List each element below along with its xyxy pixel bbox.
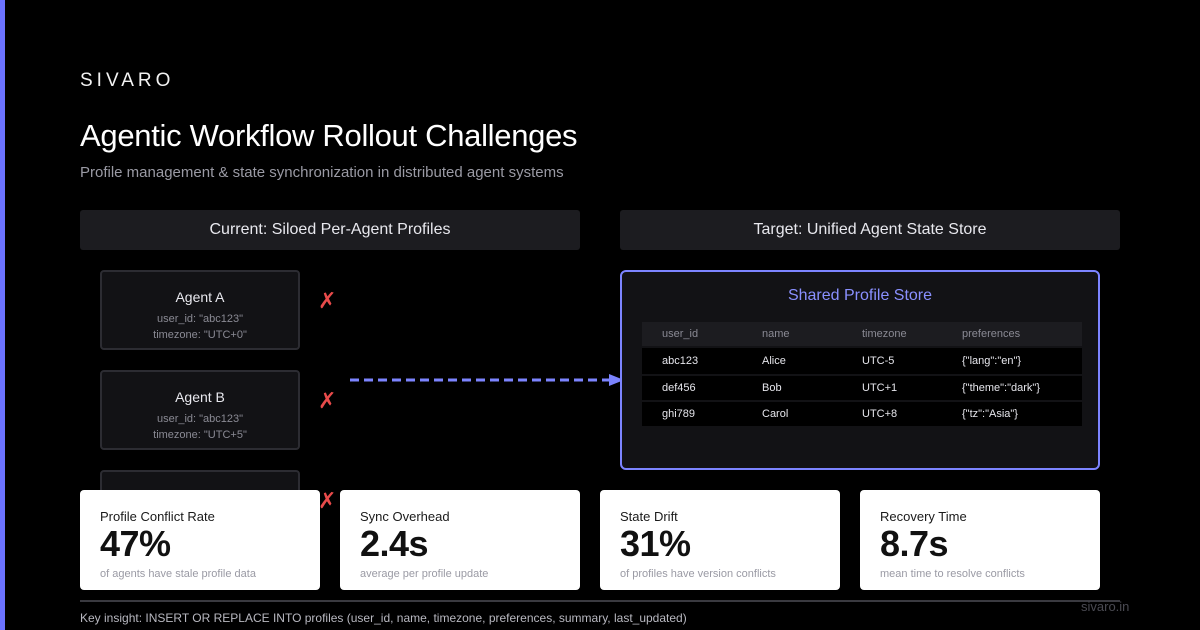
accent-bar — [0, 0, 5, 630]
page-title: Agentic Workflow Rollout Challenges — [80, 118, 578, 153]
table-row: abc123 Alice UTC-5 {"lang":"en"} — [642, 348, 1082, 374]
page-subtitle: Profile management & state synchronizati… — [80, 164, 564, 181]
metric-value: 2.4s — [360, 523, 429, 564]
metric-description: average per profile update — [360, 568, 489, 580]
agent-card-a: Agent A user_id: "abc123" timezone: "UTC… — [100, 270, 300, 350]
table-row: ghi789 Carol UTC+8 {"tz":"Asia"} — [642, 400, 1082, 426]
table-cell: Bob — [762, 382, 782, 394]
agent-user-id: user_id: "abc123" — [156, 313, 244, 325]
key-insight: Key insight: INSERT OR REPLACE INTO prof… — [80, 611, 687, 625]
column-header: preferences — [962, 328, 1021, 340]
agent-timezone: timezone: "UTC+5" — [153, 429, 247, 441]
table-cell: UTC-5 — [862, 355, 895, 367]
metric-label: State Drift — [620, 509, 678, 524]
metric-description: of agents have stale profile data — [100, 568, 256, 580]
agent-name: Agent B — [175, 389, 225, 405]
metric-label: Recovery Time — [880, 509, 967, 524]
table-cell: {"tz":"Asia"} — [962, 408, 1018, 420]
metric-card-recovery-time: Recovery Time 8.7s mean time to resolve … — [860, 490, 1100, 590]
metric-label: Sync Overhead — [360, 509, 450, 524]
agent-card-b: Agent B user_id: "abc123" timezone: "UTC… — [100, 370, 300, 450]
agent-timezone: timezone: "UTC+0" — [153, 329, 247, 341]
shared-profile-store: Shared Profile Store user_id name timezo… — [620, 270, 1100, 470]
agent-user-id: user_id: "abc123" — [156, 413, 244, 425]
store-title: Shared Profile Store — [787, 287, 933, 304]
metric-value: 8.7s — [880, 523, 949, 564]
table-cell: def456 — [662, 382, 696, 394]
profile-table: user_id name timezone preferences abc123… — [642, 322, 1082, 426]
table-cell: {"theme":"dark"} — [962, 382, 1040, 394]
metric-label: Profile Conflict Rate — [100, 509, 215, 524]
conflict-x-icon: ✗ — [318, 389, 337, 414]
conflict-x-icon: ✗ — [318, 489, 337, 514]
sync-arrow-icon — [350, 374, 624, 386]
column-header: user_id — [662, 328, 699, 340]
metric-description: mean time to resolve conflicts — [880, 568, 1025, 580]
metric-description: of profiles have version conflicts — [620, 568, 776, 580]
current-panel-header: Current: Siloed Per-Agent Profiles — [80, 210, 580, 250]
metric-card-sync-overhead: Sync Overhead 2.4s average per profile u… — [340, 490, 580, 590]
table-cell: Carol — [762, 408, 789, 420]
conflict-x-icon: ✗ — [318, 289, 337, 314]
column-header: name — [762, 328, 790, 340]
target-panel-header: Target: Unified Agent State Store — [620, 210, 1120, 250]
brand-logo: SIVARO — [80, 70, 175, 91]
metric-card-conflict-rate: Profile Conflict Rate 47% of agents have… — [80, 490, 320, 590]
table-cell: UTC+8 — [862, 408, 898, 420]
metric-value: 31% — [620, 523, 691, 564]
footer-divider — [80, 600, 1120, 602]
table-cell: Alice — [762, 355, 786, 367]
agent-name: Agent A — [175, 289, 225, 305]
table-cell: abc123 — [662, 355, 699, 367]
table-cell: UTC+1 — [862, 382, 898, 394]
metric-card-state-drift: State Drift 31% of profiles have version… — [600, 490, 840, 590]
table-row: def456 Bob UTC+1 {"theme":"dark"} — [642, 374, 1082, 400]
column-header: timezone — [862, 328, 907, 340]
table-cell: ghi789 — [662, 408, 696, 420]
footer-url: sivaro.in — [1081, 599, 1130, 614]
table-cell: {"lang":"en"} — [962, 355, 1022, 367]
table-header-row: user_id name timezone preferences — [642, 322, 1082, 346]
metric-value: 47% — [100, 523, 171, 564]
